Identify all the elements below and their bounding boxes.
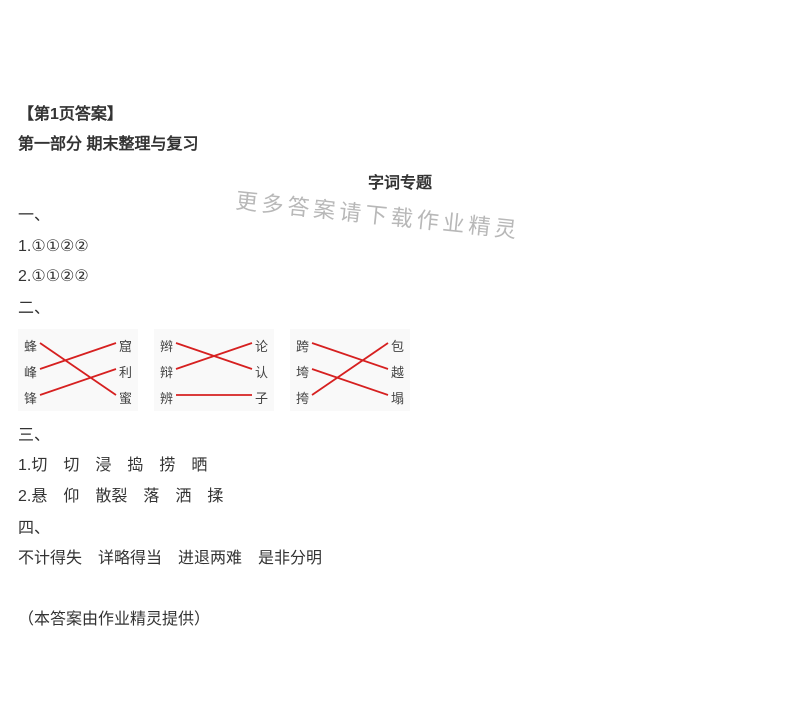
section-3-line-2: 2.悬 仰 散裂 落 洒 揉: [18, 482, 782, 512]
section-1-line-2: 2.①①②②: [18, 262, 782, 292]
section-4: 四、 不计得失 详略得当 进退两难 是非分明: [18, 514, 782, 575]
topic-title: 字词专题: [18, 169, 782, 199]
match-lines: [18, 329, 138, 411]
match-lines: [290, 329, 410, 411]
match-box-2: 辫论辩认辨子: [154, 329, 274, 411]
footer-credit: （本答案由作业精灵提供）: [18, 605, 782, 635]
section-2-label: 二、: [18, 294, 782, 324]
part-title: 第一部分 期末整理与复习: [18, 130, 782, 160]
match-container: 蜂窟峰利锋蜜 辫论辩认辨子 跨包垮越挎塌: [18, 329, 782, 411]
section-2: 二、 蜂窟峰利锋蜜 辫论辩认辨子 跨包垮越挎塌: [18, 294, 782, 410]
match-lines: [154, 329, 274, 411]
section-3-line-1: 1.切 切 浸 捣 捞 晒: [18, 451, 782, 481]
section-4-label: 四、: [18, 514, 782, 544]
section-4-content: 不计得失 详略得当 进退两难 是非分明: [18, 544, 782, 574]
section-3: 三、 1.切 切 浸 捣 捞 晒 2.悬 仰 散裂 落 洒 揉: [18, 421, 782, 512]
section-1-label: 一、: [18, 201, 782, 231]
match-box-3: 跨包垮越挎塌: [290, 329, 410, 411]
page-title: 【第1页答案】: [18, 100, 782, 130]
match-box-1: 蜂窟峰利锋蜜: [18, 329, 138, 411]
section-1-line-1: 1.①①②②: [18, 232, 782, 262]
section-1: 一、 1.①①②② 2.①①②②: [18, 201, 782, 292]
section-3-label: 三、: [18, 421, 782, 451]
